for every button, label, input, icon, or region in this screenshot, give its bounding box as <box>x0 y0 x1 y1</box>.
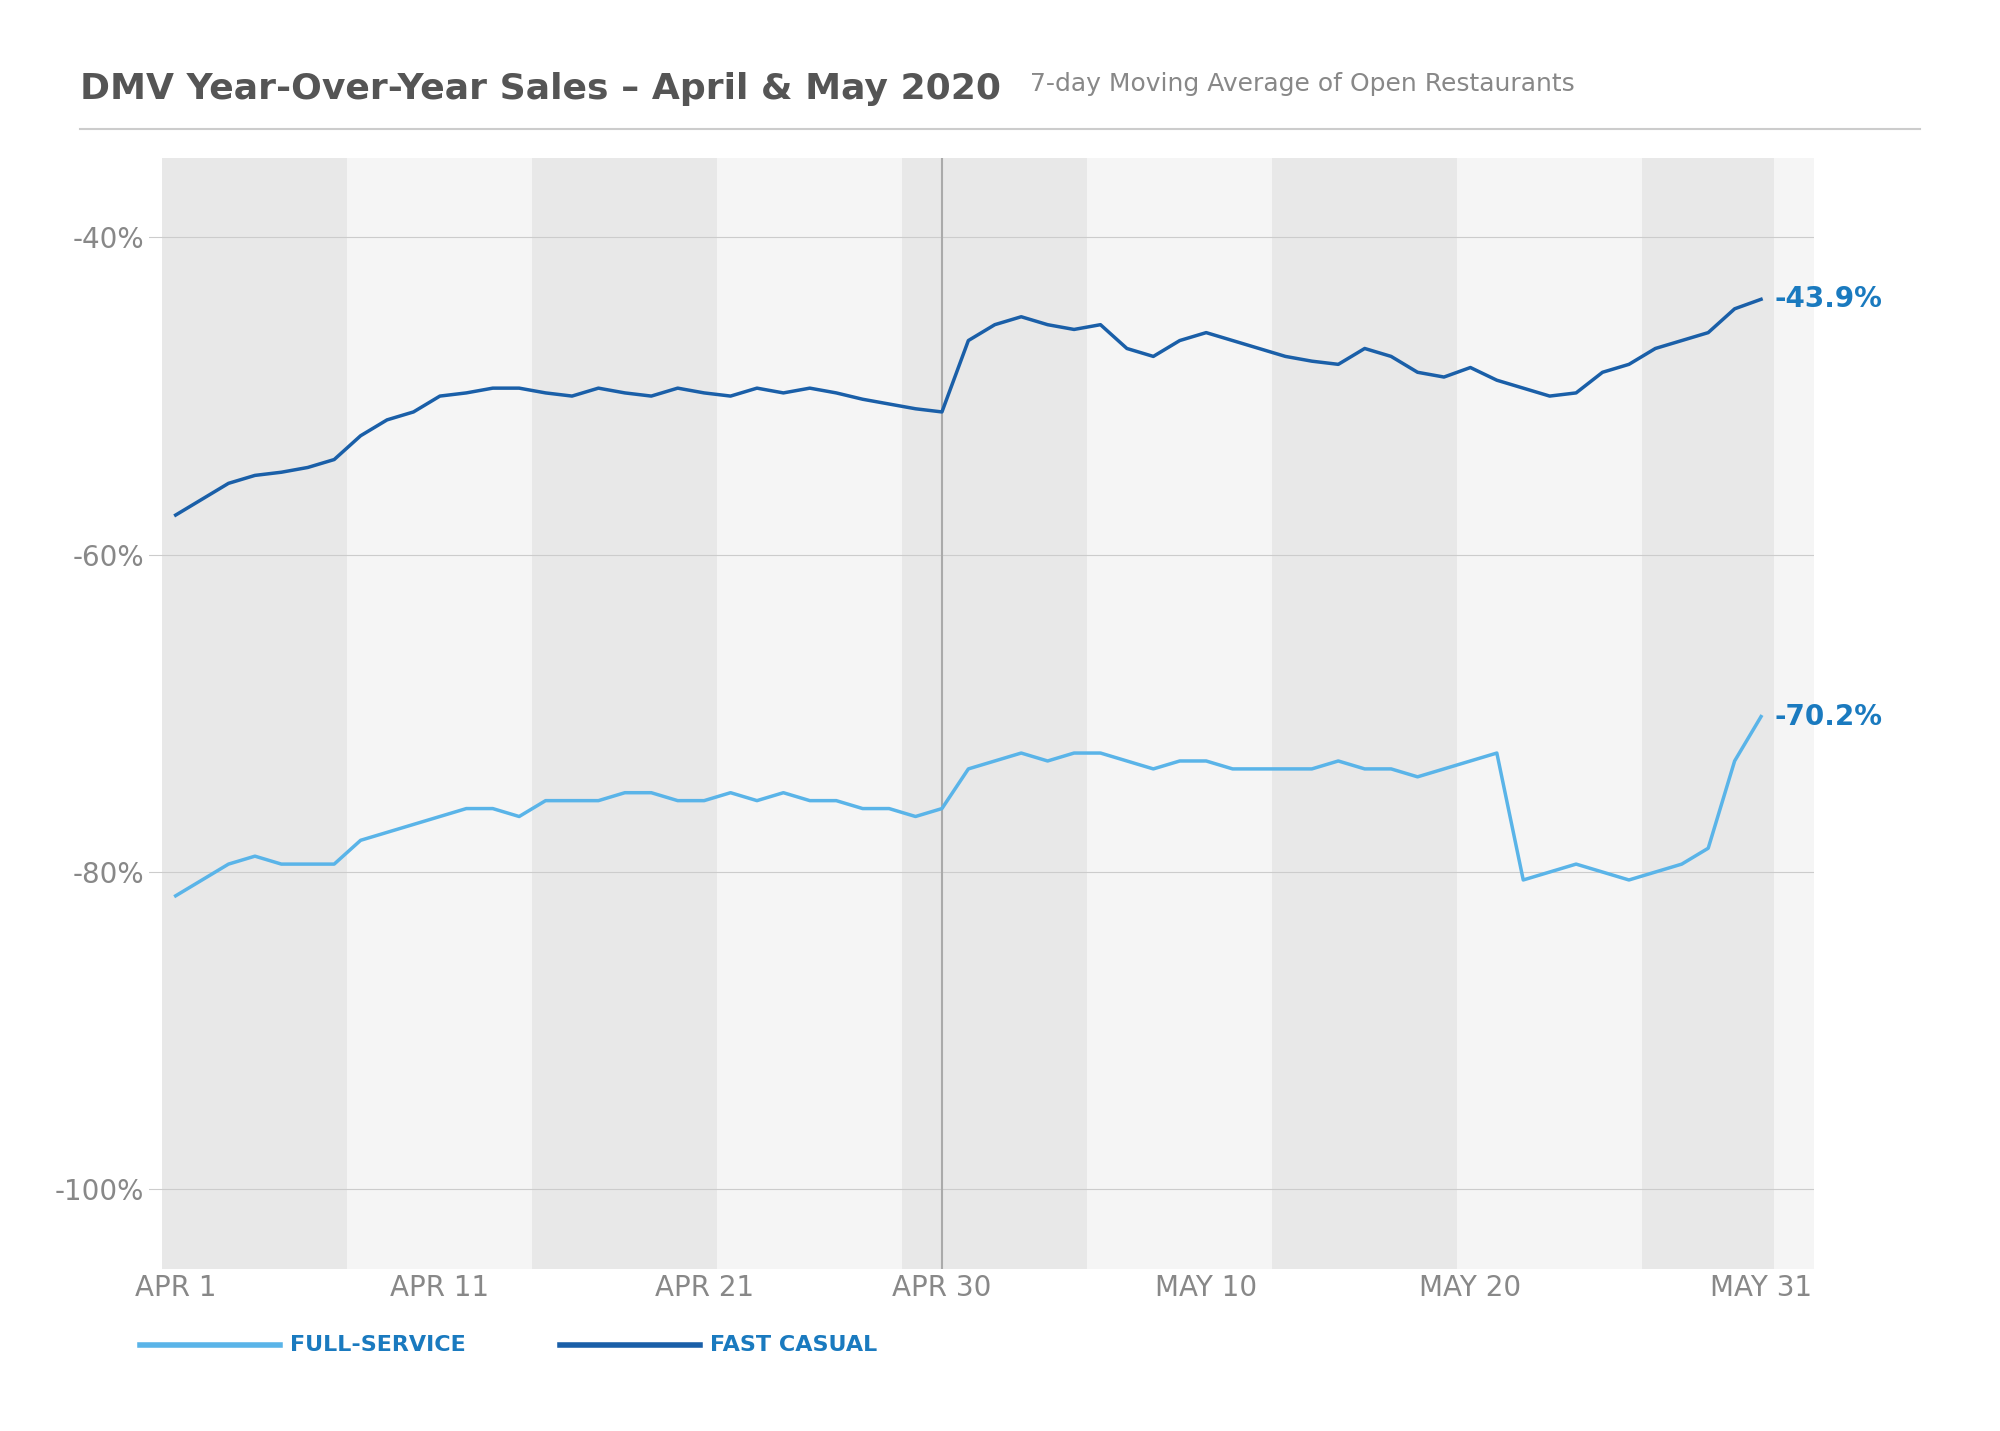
Bar <box>1272 157 1458 1269</box>
Bar <box>162 157 348 1269</box>
Bar <box>1642 157 1774 1269</box>
Bar <box>718 157 902 1269</box>
Bar <box>1458 157 1642 1269</box>
Bar <box>1088 157 1272 1269</box>
Bar <box>348 157 532 1269</box>
Text: FAST CASUAL: FAST CASUAL <box>710 1335 878 1355</box>
Text: DMV Year-Over-Year Sales – April & May 2020: DMV Year-Over-Year Sales – April & May 2… <box>80 72 1002 106</box>
Text: FULL-SERVICE: FULL-SERVICE <box>290 1335 466 1355</box>
Bar <box>1774 157 1828 1269</box>
Text: -43.9%: -43.9% <box>1774 285 1882 313</box>
Text: -70.2%: -70.2% <box>1774 703 1882 731</box>
Text: 7-day Moving Average of Open Restaurants: 7-day Moving Average of Open Restaurants <box>1030 72 1574 96</box>
Bar <box>902 157 1088 1269</box>
Bar <box>532 157 718 1269</box>
